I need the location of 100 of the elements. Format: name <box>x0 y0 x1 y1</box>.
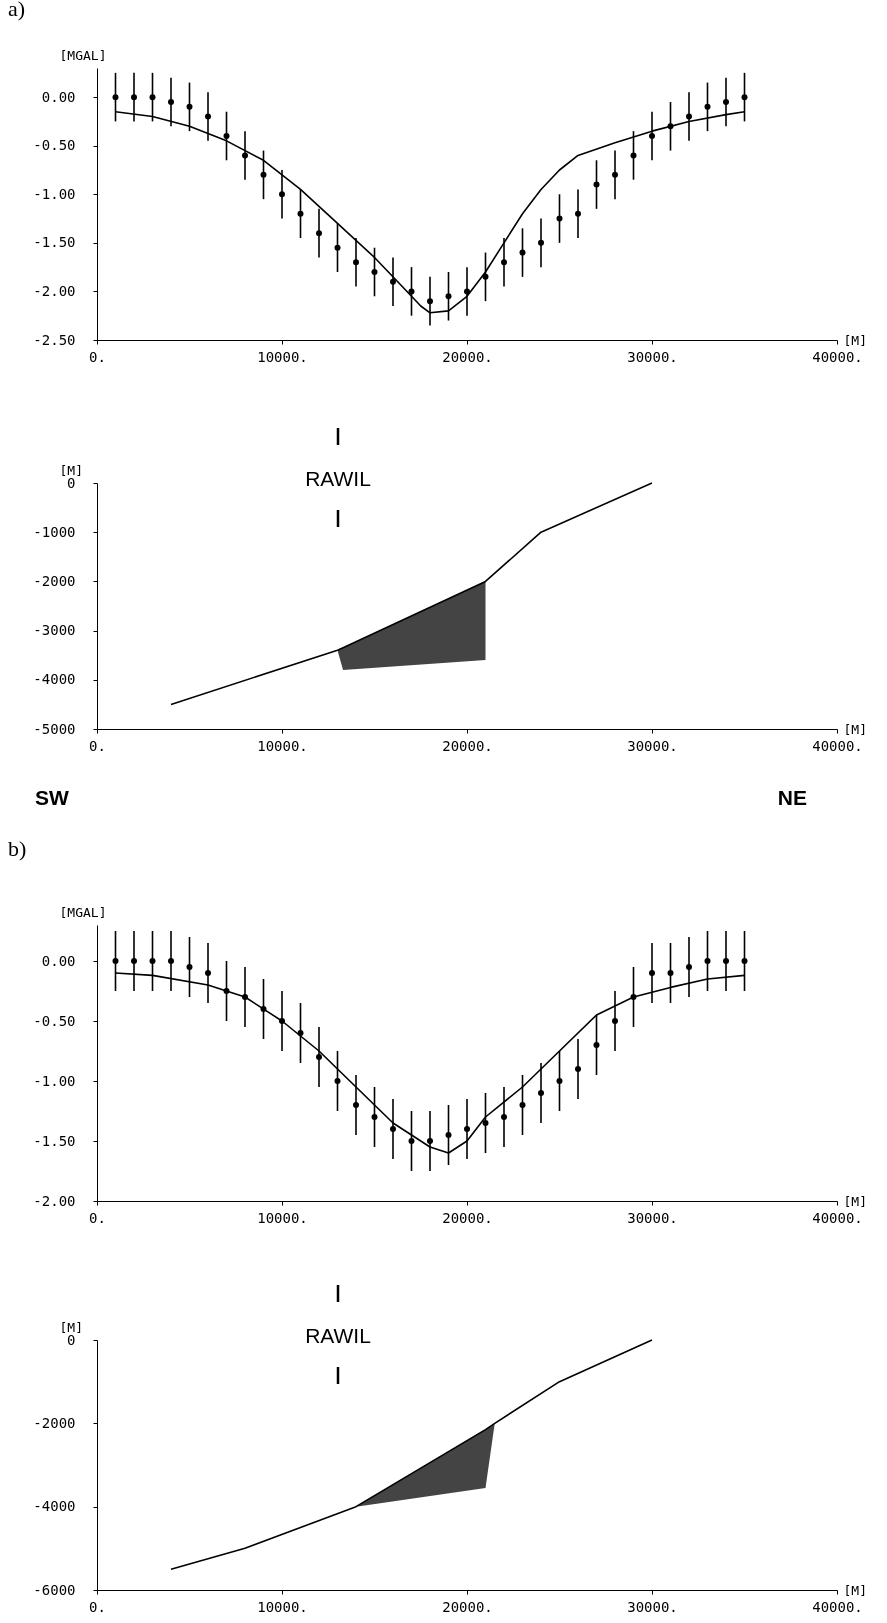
point <box>464 1126 470 1132</box>
point <box>260 171 267 178</box>
annotation: RAWIL <box>305 1324 371 1347</box>
point <box>371 269 378 275</box>
point <box>723 958 729 964</box>
point <box>149 94 156 101</box>
y-tick-label: -0.50 <box>33 137 76 154</box>
y-tick-label: -4000 <box>33 1498 76 1515</box>
y-tick-label: -2000 <box>33 1414 76 1431</box>
point <box>723 99 729 105</box>
x-tick-label: 10000. <box>257 737 308 754</box>
x-tick-label: 10000. <box>257 1598 308 1615</box>
y-tick-label: -1.00 <box>33 1072 76 1089</box>
y-tick-label: 0.00 <box>41 88 76 105</box>
x-tick-label: 40000. <box>812 737 863 754</box>
point <box>501 259 507 266</box>
point <box>112 94 119 101</box>
x-tick-label: 40000. <box>812 1598 863 1615</box>
y-tick-label: -0.50 <box>33 1012 76 1029</box>
point <box>334 1078 341 1084</box>
y-tick-label: -6000 <box>33 1581 76 1598</box>
y-tick-label: -3000 <box>33 622 76 639</box>
point <box>242 152 248 159</box>
x-axis-title: [M] <box>843 721 867 737</box>
point <box>279 191 285 198</box>
point <box>612 1018 618 1024</box>
y-tick-label: -1.50 <box>33 1132 76 1149</box>
point <box>131 94 137 101</box>
point <box>205 113 211 120</box>
x-axis-title: [M] <box>843 1193 867 1209</box>
point <box>353 259 359 266</box>
point <box>556 215 563 222</box>
x-tick-label: 40000. <box>812 1209 863 1226</box>
y-axis-title: [MGAL] <box>59 904 107 920</box>
point <box>334 244 341 251</box>
y-tick-label: -4000 <box>33 671 76 688</box>
x-tick-label: 10000. <box>257 348 308 365</box>
point <box>593 181 600 188</box>
point <box>741 94 748 101</box>
point <box>390 1126 396 1132</box>
y-axis-title: [MGAL] <box>59 47 107 63</box>
point <box>371 1114 378 1120</box>
text: NE <box>777 786 807 809</box>
point <box>649 133 655 139</box>
y-tick-label: -2.00 <box>33 282 76 299</box>
y-tick-label: -5000 <box>33 720 76 737</box>
point <box>316 1054 322 1060</box>
point <box>297 210 304 217</box>
x-tick-label: 30000. <box>627 348 678 365</box>
x-tick-label: 10000. <box>257 1209 308 1226</box>
point <box>427 1138 433 1144</box>
x-tick-label: 20000. <box>442 348 493 365</box>
point <box>686 113 692 120</box>
point <box>131 958 137 964</box>
point <box>501 1114 507 1120</box>
point <box>593 1042 600 1048</box>
point <box>482 1120 489 1126</box>
point <box>741 958 748 964</box>
point <box>464 288 470 295</box>
point <box>427 298 433 305</box>
y-tick-label: -1000 <box>33 523 76 540</box>
point <box>519 1102 526 1108</box>
point <box>667 970 674 976</box>
y-tick-label: -2.00 <box>33 1192 76 1209</box>
point <box>575 210 581 217</box>
x-tick-label: 0. <box>89 348 106 365</box>
x-tick-label: 30000. <box>627 1209 678 1226</box>
point <box>612 171 618 178</box>
point <box>556 1078 563 1084</box>
x-axis-title: [M] <box>843 1582 867 1598</box>
point <box>390 278 396 285</box>
chart-title: b) <box>8 836 27 861</box>
y-tick-label: 0.00 <box>41 952 76 969</box>
y-tick-label: -1.50 <box>33 234 76 251</box>
point <box>538 1090 544 1096</box>
x-tick-label: 40000. <box>812 348 863 365</box>
point <box>205 970 211 976</box>
annotation: RAWIL <box>305 467 371 490</box>
point <box>538 239 544 246</box>
point <box>649 970 655 976</box>
point <box>186 103 193 110</box>
x-tick-label: 30000. <box>627 1598 678 1615</box>
point <box>316 230 322 237</box>
x-tick-label: 20000. <box>442 1598 493 1615</box>
point <box>408 1138 415 1144</box>
point <box>353 1102 359 1108</box>
y-tick-label: -1.00 <box>33 185 76 202</box>
point <box>445 293 452 300</box>
point <box>445 1132 452 1138</box>
x-axis-title: [M] <box>843 332 867 348</box>
point <box>168 99 174 105</box>
point <box>704 103 711 110</box>
point <box>112 958 119 964</box>
point <box>686 964 692 970</box>
point <box>186 964 193 970</box>
x-tick-label: 0. <box>89 737 106 754</box>
x-tick-label: 0. <box>89 1209 106 1226</box>
y-tick-label: -2.50 <box>33 331 76 348</box>
point <box>149 958 156 964</box>
point <box>168 958 174 964</box>
